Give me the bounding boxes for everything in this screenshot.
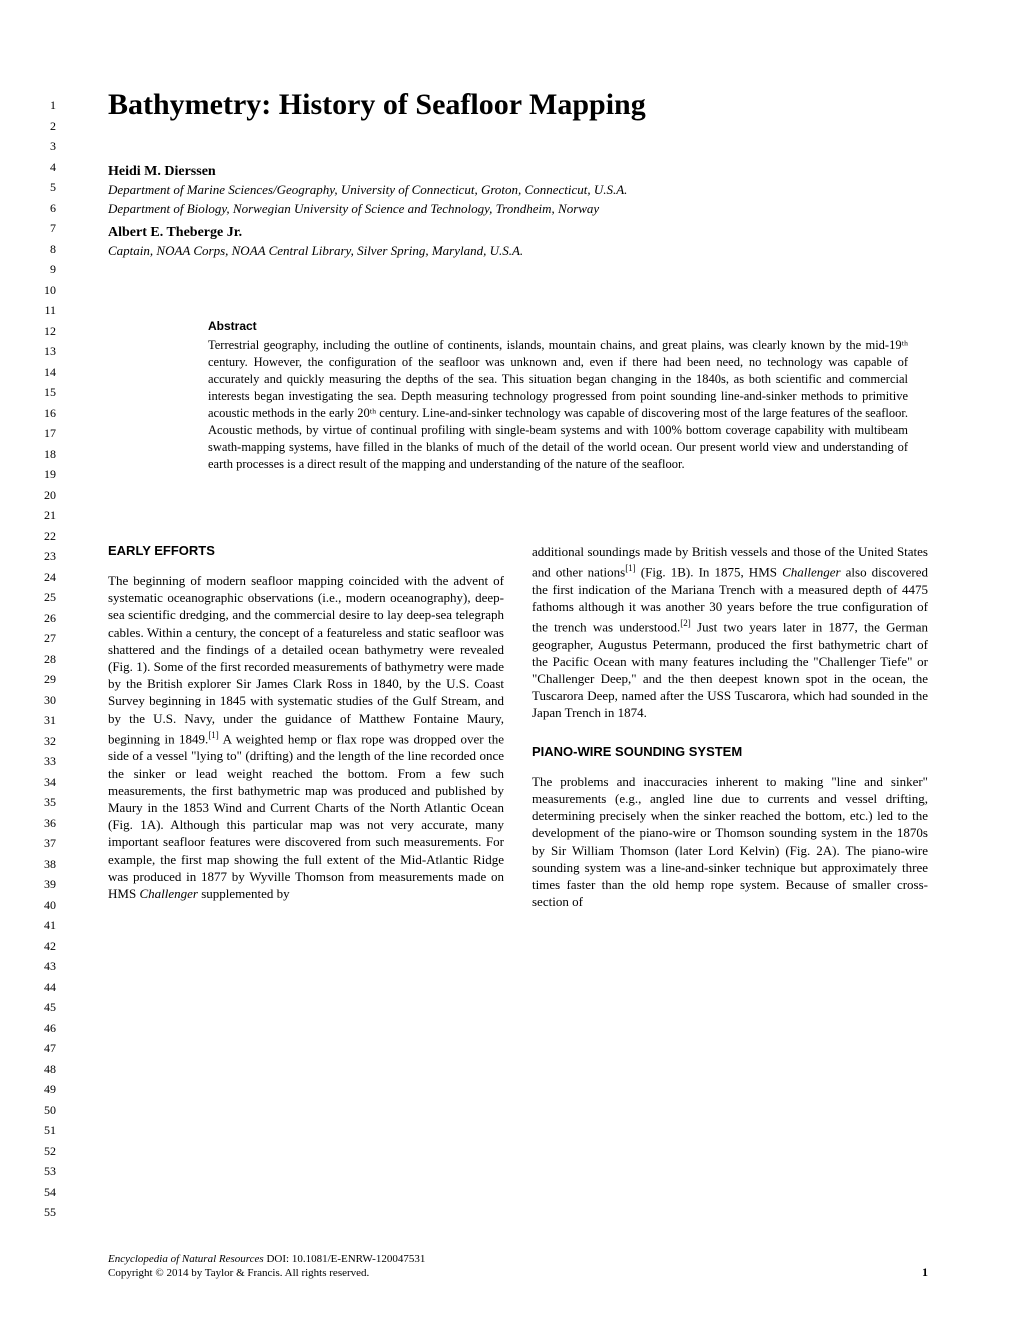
footer-source: Encyclopedia of Natural Resources	[108, 1253, 264, 1265]
line-number: 7	[36, 218, 56, 239]
footer-citation: Encyclopedia of Natural Resources DOI: 1…	[108, 1252, 425, 1280]
author-block: Albert E. Theberge Jr. Captain, NOAA Corp…	[108, 225, 928, 259]
line-number: 55	[36, 1202, 56, 1223]
line-number: 38	[36, 854, 56, 875]
line-number: 6	[36, 198, 56, 219]
line-number: 49	[36, 1079, 56, 1100]
line-number: 5	[36, 177, 56, 198]
line-number: 48	[36, 1059, 56, 1080]
abstract-section: Abstract Terrestrial geography, includin…	[208, 319, 908, 473]
line-number: 10	[36, 280, 56, 301]
line-number: 19	[36, 464, 56, 485]
line-number: 40	[36, 895, 56, 916]
two-column-layout: EARLY EFFORTS The beginning of modern se…	[108, 543, 928, 910]
line-number: 27	[36, 628, 56, 649]
page-number: 1	[922, 1265, 928, 1280]
line-number: 32	[36, 731, 56, 752]
line-number: 54	[36, 1182, 56, 1203]
footer-copyright: Copyright © 2014 by Taylor & Francis. Al…	[108, 1266, 425, 1280]
line-number: 51	[36, 1120, 56, 1141]
line-number: 45	[36, 997, 56, 1018]
line-number: 43	[36, 956, 56, 977]
section-piano-wire: PIANO-WIRE SOUNDING SYSTEM The problems …	[532, 744, 928, 911]
line-number: 50	[36, 1100, 56, 1121]
author-affiliation: Department of Marine Sciences/Geography,…	[108, 182, 928, 198]
line-number: 1	[36, 95, 56, 116]
line-number: 26	[36, 608, 56, 629]
author-affiliation: Captain, NOAA Corps, NOAA Central Librar…	[108, 243, 928, 259]
right-column: additional soundings made by British ves…	[532, 543, 928, 910]
line-number: 44	[36, 977, 56, 998]
line-number: 3	[36, 136, 56, 157]
line-number: 46	[36, 1018, 56, 1039]
line-number: 18	[36, 444, 56, 465]
line-number: 28	[36, 649, 56, 670]
section-heading-early-efforts: EARLY EFFORTS	[108, 543, 504, 558]
author-name: Albert E. Theberge Jr.	[108, 225, 928, 241]
line-number: 47	[36, 1038, 56, 1059]
left-column: EARLY EFFORTS The beginning of modern se…	[108, 543, 504, 910]
line-number: 39	[36, 874, 56, 895]
author-name: Heidi M. Dierssen	[108, 164, 928, 180]
footer-doi: 10.1081/E-ENRW-120047531	[292, 1253, 426, 1265]
line-number: 37	[36, 833, 56, 854]
line-number: 16	[36, 403, 56, 424]
line-number: 29	[36, 669, 56, 690]
line-number: 11	[36, 300, 56, 321]
line-number: 2	[36, 116, 56, 137]
line-number: 35	[36, 792, 56, 813]
line-number: 42	[36, 936, 56, 957]
line-number: 8	[36, 239, 56, 260]
line-number: 53	[36, 1161, 56, 1182]
line-number: 36	[36, 813, 56, 834]
line-number: 31	[36, 710, 56, 731]
line-number: 30	[36, 690, 56, 711]
line-number: 25	[36, 587, 56, 608]
line-number: 9	[36, 259, 56, 280]
line-number: 4	[36, 157, 56, 178]
footer-doi-label: DOI:	[266, 1253, 289, 1265]
line-number: 22	[36, 526, 56, 547]
body-paragraph: additional soundings made by British ves…	[532, 543, 928, 722]
document-content: Bathymetry: History of Seafloor Mapping …	[108, 88, 928, 910]
authors-block: Heidi M. Dierssen Department of Marine Sc…	[108, 164, 928, 259]
line-number: 33	[36, 751, 56, 772]
line-number: 15	[36, 382, 56, 403]
line-numbers-margin: 1234567891011121314151617181920212223242…	[36, 95, 56, 1223]
line-number: 34	[36, 772, 56, 793]
line-number: 20	[36, 485, 56, 506]
body-paragraph: The problems and inaccuracies inherent t…	[532, 773, 928, 911]
page-footer: Encyclopedia of Natural Resources DOI: 1…	[108, 1252, 928, 1280]
abstract-text: Terrestrial geography, including the out…	[208, 337, 908, 473]
section-heading-piano-wire: PIANO-WIRE SOUNDING SYSTEM	[532, 744, 928, 759]
abstract-heading: Abstract	[208, 319, 908, 333]
line-number: 52	[36, 1141, 56, 1162]
line-number: 14	[36, 362, 56, 383]
line-number: 13	[36, 341, 56, 362]
line-number: 23	[36, 546, 56, 567]
line-number: 41	[36, 915, 56, 936]
line-number: 24	[36, 567, 56, 588]
line-number: 21	[36, 505, 56, 526]
body-paragraph: The beginning of modern seafloor mapping…	[108, 572, 504, 902]
author-affiliation: Department of Biology, Norwegian Univers…	[108, 201, 928, 217]
line-number: 12	[36, 321, 56, 342]
line-number: 17	[36, 423, 56, 444]
author-block: Heidi M. Dierssen Department of Marine Sc…	[108, 164, 928, 217]
article-title: Bathymetry: History of Seafloor Mapping	[108, 88, 928, 122]
